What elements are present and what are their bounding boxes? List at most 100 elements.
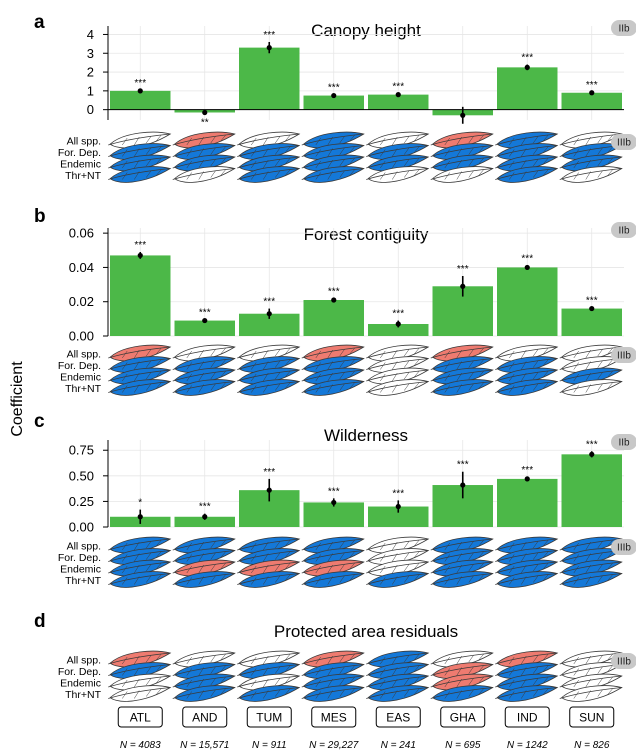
panel-c-significance: *	[138, 498, 142, 509]
panel-d-feather-icon-shaft	[430, 675, 493, 688]
panel-a-feather-icon-barbs	[251, 146, 291, 157]
panel-a-tick-label: 1	[87, 83, 94, 98]
panel-b-bar	[174, 320, 235, 336]
panel-a-feather-icon-barbs	[509, 134, 549, 146]
panel-d-feather-icon	[172, 685, 236, 702]
panel-c-feather-icon	[366, 548, 430, 565]
panel-a-feather-icon	[559, 166, 623, 183]
panel-a-feather-icon	[172, 131, 236, 149]
panel-d-feather-icon-vane	[432, 662, 494, 679]
panel-b-feather-icon-shaft	[301, 369, 364, 382]
panel-c-feather-icon-shaft	[301, 538, 364, 551]
panel-c-feather-icon-shaft	[108, 538, 171, 551]
panel-d-feather-icon-shaft	[495, 675, 558, 688]
panel-b-feather-icon-barbs	[122, 347, 162, 359]
panel-a-feather-icon-shaft	[172, 156, 235, 169]
panel-a-feather-icon-shaft	[172, 133, 235, 146]
panel-c-tick-label: 0.25	[69, 494, 94, 509]
panel-b-row-label: All spp.	[67, 349, 101, 361]
panel-a-point	[589, 90, 595, 96]
panel-b-point	[589, 305, 595, 312]
panel-d-feather-icon-vane	[238, 673, 301, 691]
panel-a-tick-label: 3	[87, 46, 94, 61]
panel-b-feather-icon-shaft	[430, 358, 493, 370]
panel-b-feather-icon-barbs	[509, 370, 549, 382]
panel-b-feather-icon-shaft	[108, 346, 171, 359]
panel-a-feather-icon-barbs	[573, 146, 613, 157]
panel-c-feather-icon-shaft	[430, 561, 493, 574]
panel-d-feather-icon	[172, 662, 236, 679]
panel-b-feather-icon	[495, 356, 559, 373]
panel-c-feather-icon-shaft	[366, 538, 429, 551]
panel-d-feather-icon-vane	[109, 685, 172, 702]
panel-b-bar	[110, 255, 171, 336]
panel-a-feather-icon-shaft	[495, 145, 558, 157]
panel-d-feather-icon-barbs	[573, 676, 613, 688]
panel-b-feather-icon-vane	[367, 344, 430, 362]
panel-d-feather-icon-shaft	[366, 675, 429, 688]
panel-c-feather-icon-barbs	[573, 539, 613, 551]
panel-a-feather-icon-vane	[367, 131, 430, 149]
panel-c-feather-icon-shaft	[366, 573, 429, 585]
panel-d-feather-icon	[108, 685, 172, 702]
panel-b-feather-icon	[237, 356, 301, 373]
sample-size-label: N = 241	[381, 740, 416, 751]
panel-b-feather-icon-barbs	[573, 347, 613, 359]
panel-c-feather-icon-vane	[174, 548, 236, 565]
panel-a-feather-icon-shaft	[366, 156, 429, 169]
panel-a-feather-icon-barbs	[251, 157, 291, 169]
panel-c-feather-icon	[559, 571, 623, 588]
panel-c-feather-icon	[559, 559, 623, 577]
panel-c-significance: ***	[199, 502, 211, 513]
panel-c-feather-icon-vane	[174, 559, 236, 577]
panel-c-feather-icon-shaft	[237, 538, 300, 551]
panel-b-significance: ***	[521, 254, 533, 265]
panel-d-feather-icon-vane	[303, 650, 365, 668]
panel-b-feather-icon	[366, 367, 430, 385]
panel-a-point	[137, 88, 143, 94]
panel-c-feather-icon-vane	[238, 548, 301, 565]
site-box-outline	[440, 706, 486, 728]
panel-d-feather-icon-vane	[174, 650, 236, 668]
panel-c-feather-icon-vane	[561, 536, 623, 554]
panel-c-feather-icon-barbs	[573, 574, 613, 585]
panel-b-feather-icon-vane	[432, 379, 494, 396]
panel-d-feather-icon-vane	[109, 650, 172, 668]
panel-c-feather-icon-barbs	[315, 574, 355, 585]
panel-a-feather-icon-shaft	[495, 156, 558, 169]
panel-b-feather-icon-vane	[561, 379, 623, 396]
panel-d-feather-icon-vane	[561, 662, 623, 679]
panel-b-feather-icon-vane	[238, 356, 301, 373]
panel-b-feather-icon-shaft	[559, 369, 622, 382]
panel-c-feather-icon	[366, 559, 430, 577]
panel-a-feather-icon-barbs	[509, 169, 549, 180]
panel-a-feather-icon	[430, 143, 494, 160]
panel-b-bar	[497, 267, 558, 336]
panel-a-feather-icon-vane	[174, 154, 236, 172]
panel-d-feather-icon	[495, 685, 559, 702]
panel-b-feather-icon	[237, 367, 301, 385]
panel-b-feather-icon-vane	[496, 367, 559, 385]
panel-c-feather-icon-barbs	[573, 562, 613, 574]
panel-c-feather-icon-shaft	[108, 550, 171, 562]
panel-a-feather-icon-vane	[496, 143, 559, 160]
panel-d-feather-icon-shaft	[301, 675, 364, 688]
panel-d-feather-icon-barbs	[122, 665, 162, 676]
panel-c-feather-icon-barbs	[122, 539, 162, 551]
panel-a-point	[202, 109, 208, 116]
panel-c-feather-icon-barbs	[380, 551, 420, 562]
panel-a-feather-icon-shaft	[495, 133, 558, 146]
panel-c-feather-icon-barbs	[444, 574, 484, 585]
panel-d-feather-icon-barbs	[122, 688, 162, 699]
panel-c-row-label: Endemic	[60, 564, 101, 576]
panel-d-feather-icon-vane	[367, 673, 430, 691]
panel-c-feather-icon	[366, 536, 430, 554]
panel-c-feather-icon-barbs	[380, 539, 420, 551]
panel-d-feather-icon-shaft	[237, 687, 300, 699]
sample-size-label: N = 29,227	[309, 740, 359, 751]
panel-d-feather-icon	[301, 650, 365, 668]
panel-a-feather-icon	[108, 143, 172, 160]
panel-b-feather-icon-vane	[174, 379, 236, 396]
